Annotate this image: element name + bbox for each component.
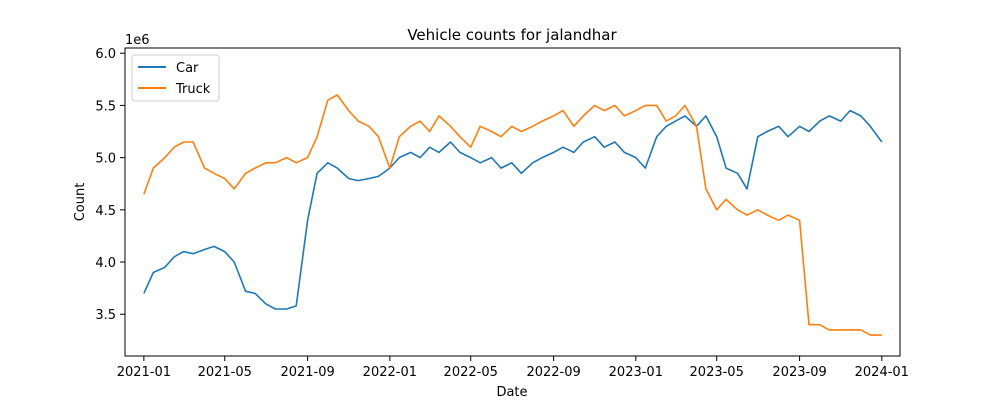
legend-label-car: Car xyxy=(176,61,199,76)
y-axis-multiplier: 1e6 xyxy=(125,33,150,48)
x-tick-label: 2022-01 xyxy=(363,365,417,380)
x-tick-label: 2022-09 xyxy=(526,365,580,380)
y-tick-label: 5.5 xyxy=(95,99,116,114)
y-axis-label: Count xyxy=(73,183,88,222)
x-tick-label: 2021-01 xyxy=(117,365,171,380)
legend-label-truck: Truck xyxy=(175,82,211,97)
x-tick-label: 2021-05 xyxy=(198,365,252,380)
plot-lines xyxy=(143,94,883,336)
chart-title: Vehicle counts for jalandhar xyxy=(407,26,617,44)
y-axis: 3.5 4.0 4.5 5.0 5.5 6.0 xyxy=(95,47,125,323)
y-tick-label: 4.0 xyxy=(95,256,116,271)
plot-frame xyxy=(124,47,901,357)
x-axis-label: Date xyxy=(496,385,527,400)
y-tick-label: 5.0 xyxy=(95,152,116,167)
y-tick-label: 6.0 xyxy=(95,47,116,62)
series-line-car xyxy=(143,109,883,310)
x-tick-label: 2021-09 xyxy=(280,365,334,380)
x-axis: 2021-01 2021-05 2021-09 2022-01 2022-05 2022-… xyxy=(117,356,909,380)
x-tick-label: 2023-01 xyxy=(609,365,663,380)
x-tick-label: 2023-05 xyxy=(690,365,744,380)
y-tick-label: 3.5 xyxy=(95,308,116,323)
x-tick-label: 2023-09 xyxy=(772,365,826,380)
legend: Car Truck xyxy=(131,54,220,102)
y-tick-label: 4.5 xyxy=(95,204,116,219)
series-line-truck xyxy=(143,94,882,336)
x-tick-label: 2024-01 xyxy=(855,365,909,380)
x-tick-label: 2022-05 xyxy=(444,365,498,380)
